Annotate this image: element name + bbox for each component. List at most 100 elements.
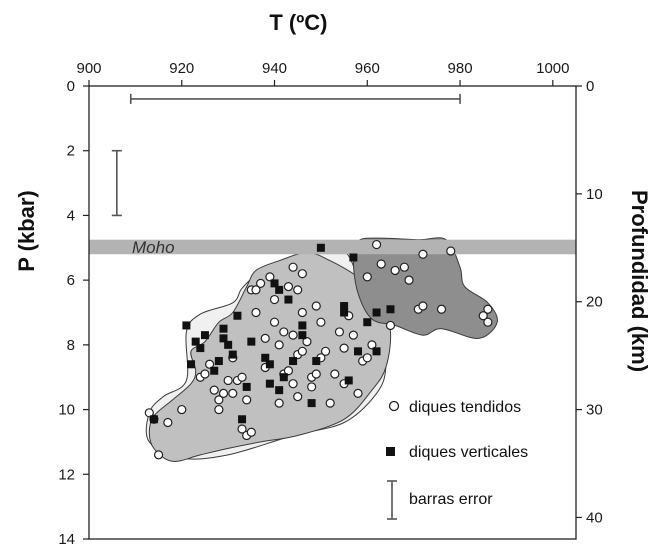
point-diques-tendidos — [330, 369, 340, 379]
point-diques-verticales — [182, 321, 191, 330]
point-diques-tendidos — [399, 262, 409, 272]
point-diques-tendidos — [390, 265, 400, 276]
point-diques-verticales — [196, 344, 205, 353]
field-middle — [148, 252, 392, 462]
point-diques-tendidos — [237, 424, 247, 434]
point-diques-tendidos — [362, 272, 372, 282]
point-diques-verticales — [386, 305, 395, 314]
point-diques-tendidos — [371, 239, 382, 250]
point-diques-verticales — [340, 302, 349, 311]
point-diques-tendidos — [218, 388, 229, 398]
legend-marker-error-bar — [387, 480, 397, 520]
point-diques-verticales — [242, 382, 251, 391]
point-diques-tendidos — [478, 311, 488, 321]
legend-label-diques-verticales: diques verticales — [409, 444, 528, 461]
point-diques-tendidos — [293, 392, 303, 402]
point-diques-tendidos — [293, 285, 303, 295]
y-tick-label-10: 10 — [58, 402, 75, 419]
point-diques-tendidos — [204, 359, 215, 369]
legend-marker-open-circle — [388, 400, 400, 412]
x-tick-label-900: 900 — [76, 60, 101, 77]
x-axis-title: T (ºC) — [269, 10, 327, 35]
point-diques-verticales — [298, 331, 307, 340]
point-diques-verticales — [219, 324, 228, 333]
x-tick-label-940: 940 — [262, 60, 287, 77]
point-diques-tendidos — [348, 330, 358, 340]
point-diques-tendidos — [153, 450, 164, 460]
y-tick-label-12: 12 — [58, 466, 75, 483]
legend-marker-filled-square — [386, 447, 395, 456]
point-diques-tendidos — [302, 337, 312, 347]
point-diques-tendidos — [265, 272, 275, 282]
point-diques-verticales — [270, 279, 279, 288]
point-diques-verticales — [261, 353, 270, 362]
moho-label: Moho — [132, 238, 175, 257]
point-diques-tendidos — [418, 249, 428, 259]
point-diques-tendidos — [177, 404, 187, 415]
point-diques-tendidos — [144, 408, 154, 418]
point-diques-verticales — [149, 415, 158, 424]
y2-tick-label-20: 20 — [586, 294, 603, 311]
point-diques-verticales — [298, 321, 307, 330]
point-diques-tendidos — [214, 404, 224, 415]
plot-frame — [88, 85, 577, 540]
point-diques-tendidos — [288, 262, 298, 272]
point-diques-tendidos — [297, 307, 307, 318]
point-diques-tendidos — [483, 317, 493, 327]
point-diques-tendidos — [283, 282, 294, 292]
point-diques-tendidos — [237, 372, 247, 382]
point-diques-tendidos — [163, 417, 173, 428]
point-diques-verticales — [279, 373, 288, 382]
point-diques-tendidos — [311, 369, 321, 379]
point-diques-verticales — [238, 415, 247, 424]
point-diques-tendidos — [334, 327, 345, 337]
error-bars-group — [111, 93, 461, 217]
point-diques-tendidos — [307, 382, 317, 392]
point-diques-tendidos — [269, 294, 280, 305]
point-diques-verticales — [289, 357, 298, 366]
point-diques-verticales — [363, 318, 372, 327]
x-tick-label-920: 920 — [169, 60, 194, 77]
data-points — [144, 239, 493, 460]
x-tick-label-960: 960 — [355, 60, 380, 77]
y-tick-label-6: 6 — [67, 272, 75, 289]
y2-axis-title: Profundidad (km) — [627, 190, 651, 372]
point-diques-verticales — [340, 308, 349, 317]
point-diques-tendidos — [274, 398, 284, 408]
point-diques-tendidos — [367, 340, 377, 350]
point-diques-verticales — [354, 347, 363, 356]
y-axis-title: P (kbar) — [14, 190, 39, 272]
point-diques-tendidos — [316, 317, 326, 327]
y-tick-label-4: 4 — [67, 207, 75, 224]
point-diques-tendidos — [209, 385, 219, 395]
point-diques-verticales — [214, 357, 223, 366]
point-diques-tendidos — [256, 278, 266, 288]
point-diques-tendidos — [288, 379, 298, 389]
y-tick-label-14: 14 — [58, 531, 75, 545]
point-diques-verticales — [372, 347, 381, 356]
point-diques-tendidos — [242, 395, 252, 405]
point-diques-verticales — [228, 350, 237, 359]
point-diques-tendidos — [325, 398, 335, 408]
point-diques-verticales — [316, 243, 325, 252]
legend-label-barras-error: barras error — [409, 491, 493, 508]
point-diques-tendidos — [269, 317, 280, 327]
point-diques-verticales — [344, 376, 353, 385]
point-diques-verticales — [233, 311, 242, 320]
point-diques-tendidos — [320, 346, 331, 356]
point-diques-tendidos — [362, 353, 372, 363]
y2-tick-label-10: 10 — [586, 186, 603, 203]
point-diques-verticales — [349, 253, 358, 262]
point-diques-verticales — [265, 379, 274, 388]
point-diques-tendidos — [223, 375, 233, 386]
point-diques-verticales — [312, 357, 321, 366]
point-diques-verticales — [284, 295, 293, 304]
point-diques-tendidos — [200, 369, 210, 379]
y-tick-label-2: 2 — [67, 143, 75, 160]
point-diques-verticales — [224, 340, 233, 349]
x-tick-label-1000: 1000 — [536, 60, 569, 77]
point-diques-tendidos — [283, 366, 294, 376]
point-diques-tendidos — [376, 259, 386, 269]
point-diques-tendidos — [353, 388, 363, 398]
